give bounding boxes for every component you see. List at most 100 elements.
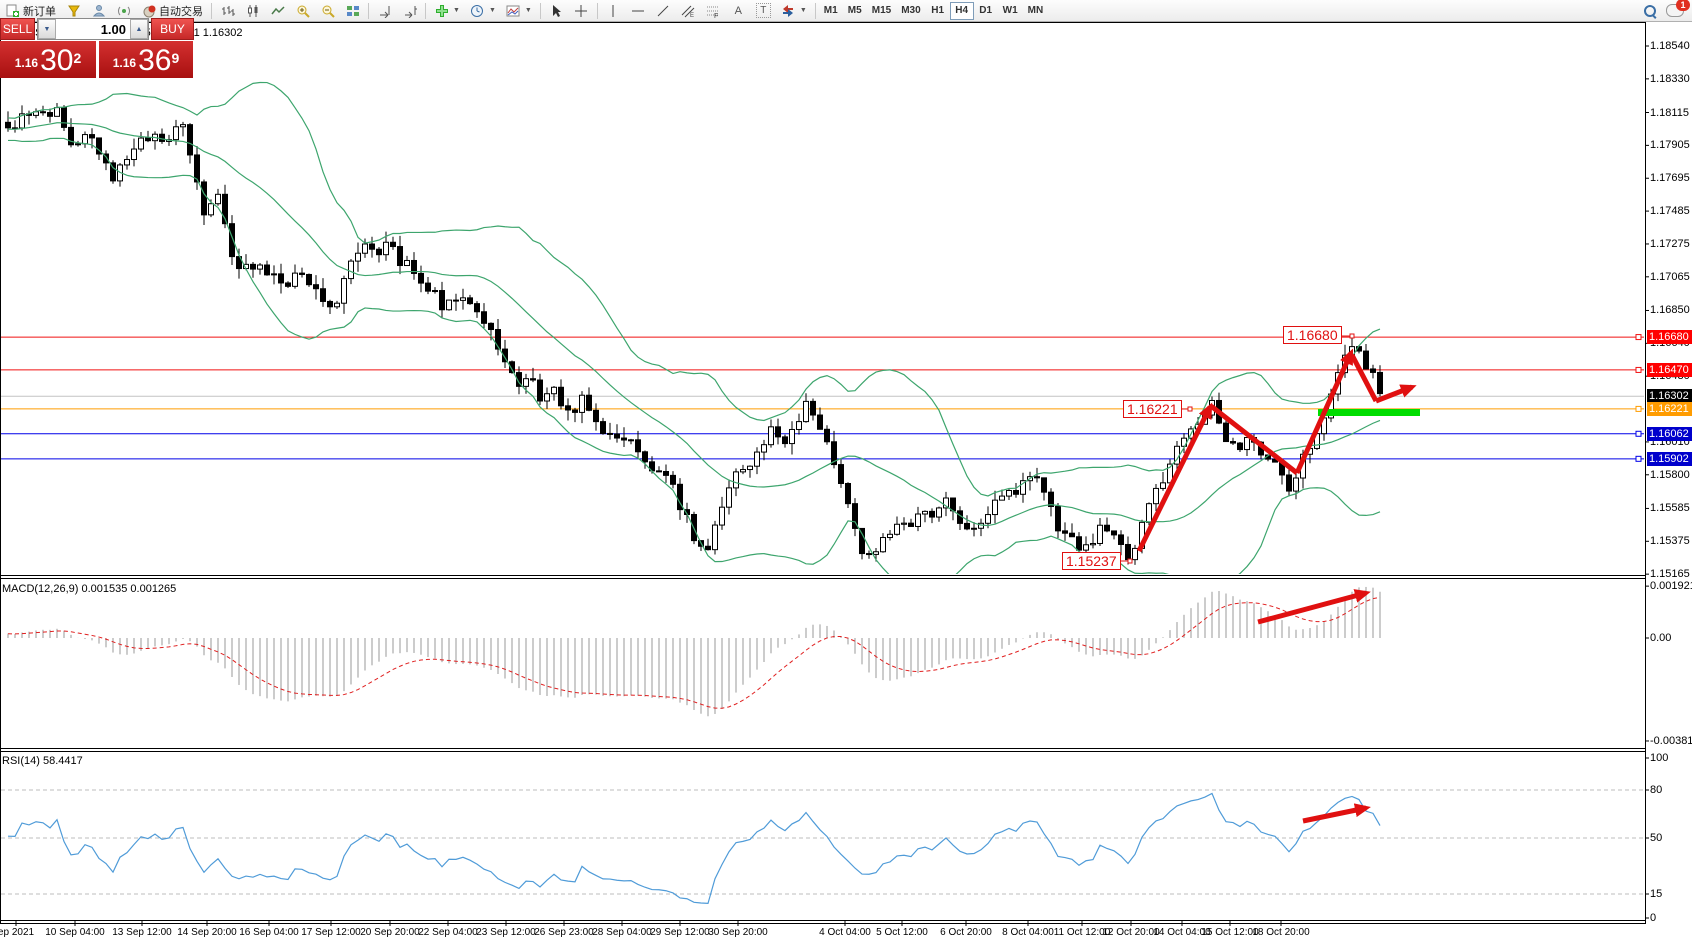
market-watch-button[interactable] [86, 2, 111, 20]
toolbar-separator [211, 2, 212, 19]
date-tick: 15 Oct 12:00 [1201, 927, 1259, 938]
price-tick: 1.17275 [1650, 237, 1690, 250]
sell-button[interactable]: SELL [0, 18, 35, 40]
toolbar: 新订单 自动交易 [0, 0, 1692, 22]
date-tick: 20 Sep 20:00 [360, 927, 420, 938]
candlestick-icon [245, 3, 260, 18]
price-tick: 1.15800 [1650, 468, 1690, 481]
timeframe-d1-button[interactable]: D1 [974, 2, 998, 20]
equidistant-channel-tool-button[interactable]: E [676, 2, 701, 20]
timeframe-h4-button[interactable]: H4 [949, 1, 974, 20]
timeframe-m30-button[interactable]: M30 [896, 2, 925, 20]
price-tick: 1.15585 [1650, 502, 1690, 515]
new-order-icon [5, 3, 20, 18]
new-order-button[interactable]: 新订单 [0, 2, 61, 20]
sell-price-small: 1.16 [14, 56, 39, 70]
cursor-icon [549, 3, 564, 18]
zoom-out-button[interactable] [315, 2, 340, 20]
timeframe-m15-button[interactable]: M15 [867, 2, 896, 20]
clock-icon [470, 3, 485, 18]
volume-increase-button[interactable]: ▲ [130, 19, 148, 39]
price-annotation-1.15237[interactable]: 1.15237 [1062, 552, 1121, 570]
buy-button[interactable]: BUY [151, 18, 194, 40]
signal-button[interactable] [111, 2, 136, 20]
date-tick: 11 Oct 12:00 [1053, 927, 1111, 938]
sell-price-tile[interactable]: 1.16 30 2 [0, 41, 96, 78]
date-tick: 18 Oct 20:00 [1252, 927, 1310, 938]
date-tick: ep 2021 [0, 927, 35, 938]
text-tool-button[interactable]: A [726, 2, 751, 20]
bar-chart-icon [220, 3, 235, 18]
rsi-tick: 15 [1650, 888, 1663, 900]
search-icon[interactable] [1644, 4, 1657, 19]
date-tick: 6 Oct 20:00 [940, 927, 992, 938]
volume-decrease-button[interactable]: ▼ [38, 19, 56, 39]
fibonacci-icon: F [706, 3, 721, 18]
dropdown-arrow-icon: ▼ [488, 7, 496, 14]
timeframe-m1-button[interactable]: M1 [819, 2, 843, 20]
text-label-tool-button[interactable]: T [751, 2, 776, 20]
toolbar-separator [596, 2, 598, 19]
buy-price-tile[interactable]: 1.16 36 9 [99, 41, 193, 78]
volume-input[interactable] [56, 19, 130, 39]
auto-scroll-icon [377, 3, 392, 18]
tile-windows-button[interactable] [340, 2, 365, 20]
price-annotation-1.16680[interactable]: 1.16680 [1283, 326, 1342, 344]
fibonacci-tool-button[interactable]: F [701, 2, 726, 20]
person-icon [91, 3, 106, 18]
level-price-chip: 1.15902 [1647, 451, 1692, 466]
cursor-tool-button[interactable] [544, 2, 569, 20]
price-tick: 1.15165 [1650, 568, 1690, 581]
price-tick: 1.18330 [1650, 72, 1690, 85]
sell-price-sup: 2 [73, 50, 82, 66]
templates-button[interactable]: ▼ [501, 2, 537, 20]
price-tick: 1.17065 [1650, 270, 1690, 283]
auto-scroll-button[interactable] [372, 2, 397, 20]
price-tick: 1.18115 [1650, 106, 1689, 119]
price-annotation-1.16221[interactable]: 1.16221 [1123, 400, 1182, 418]
candlestick-chart-button[interactable] [240, 2, 265, 20]
crosshair-tool-button[interactable] [569, 2, 594, 20]
chart-profile-button[interactable] [61, 2, 86, 20]
add-indicator-icon [434, 3, 449, 18]
autotrading-button[interactable]: 自动交易 [136, 2, 208, 20]
rsi-tick: 50 [1650, 832, 1663, 844]
timeframe-m5-button[interactable]: M5 [843, 2, 867, 20]
timeframe-h1-button[interactable]: H1 [926, 2, 950, 20]
timeframe-mn-button[interactable]: MN [1023, 2, 1049, 20]
chart-shift-button[interactable] [397, 2, 422, 20]
vertical-line-tool-button[interactable] [601, 2, 626, 20]
date-tick: 14 Sep 20:00 [177, 927, 237, 938]
timeframe-w1-button[interactable]: W1 [998, 2, 1023, 20]
buy-price-small: 1.16 [112, 56, 137, 70]
signal-icon [116, 3, 131, 18]
date-tick: 5 Oct 12:00 [876, 927, 928, 938]
zoom-out-icon [320, 3, 335, 18]
dropdown-arrow-icon: ▼ [799, 7, 807, 14]
macd-tick: 0.00 [1650, 632, 1672, 644]
rsi-tick: 0 [1650, 912, 1657, 924]
horizontal-line-tool-button[interactable] [626, 2, 651, 20]
line-chart-button[interactable] [265, 2, 290, 20]
date-tick: 16 Sep 04:00 [239, 927, 299, 938]
macd-label: MACD(12,26,9) 0.001535 0.001265 [2, 583, 177, 595]
arrows-tool-button[interactable]: ▼ [776, 2, 812, 20]
zoom-in-button[interactable] [290, 2, 315, 20]
volume-box: ▼ ▲ [37, 18, 149, 40]
periods-button[interactable]: ▼ [465, 2, 501, 20]
bar-chart-button[interactable] [215, 2, 240, 20]
trendline-tool-button[interactable] [651, 2, 676, 20]
date-tick: 29 Sep 12:00 [650, 927, 710, 938]
autotrading-icon [141, 3, 156, 18]
new-order-label: 新订单 [23, 5, 56, 18]
chat-icon[interactable]: 1 [1666, 0, 1690, 17]
level-price-chip: 1.16302 [1647, 389, 1692, 404]
chart-canvas[interactable]: EURUSD-,H4 1.16350 1.16351 1.16301 1.163… [0, 22, 1692, 939]
indicators-button[interactable]: ▼ [429, 2, 465, 20]
date-tick: 17 Sep 12:00 [301, 927, 361, 938]
price-tick: 1.17695 [1650, 172, 1690, 185]
arrows-icon [781, 3, 796, 18]
price-tick: 1.16850 [1650, 304, 1690, 317]
dropdown-arrow-icon: ▼ [453, 7, 460, 14]
